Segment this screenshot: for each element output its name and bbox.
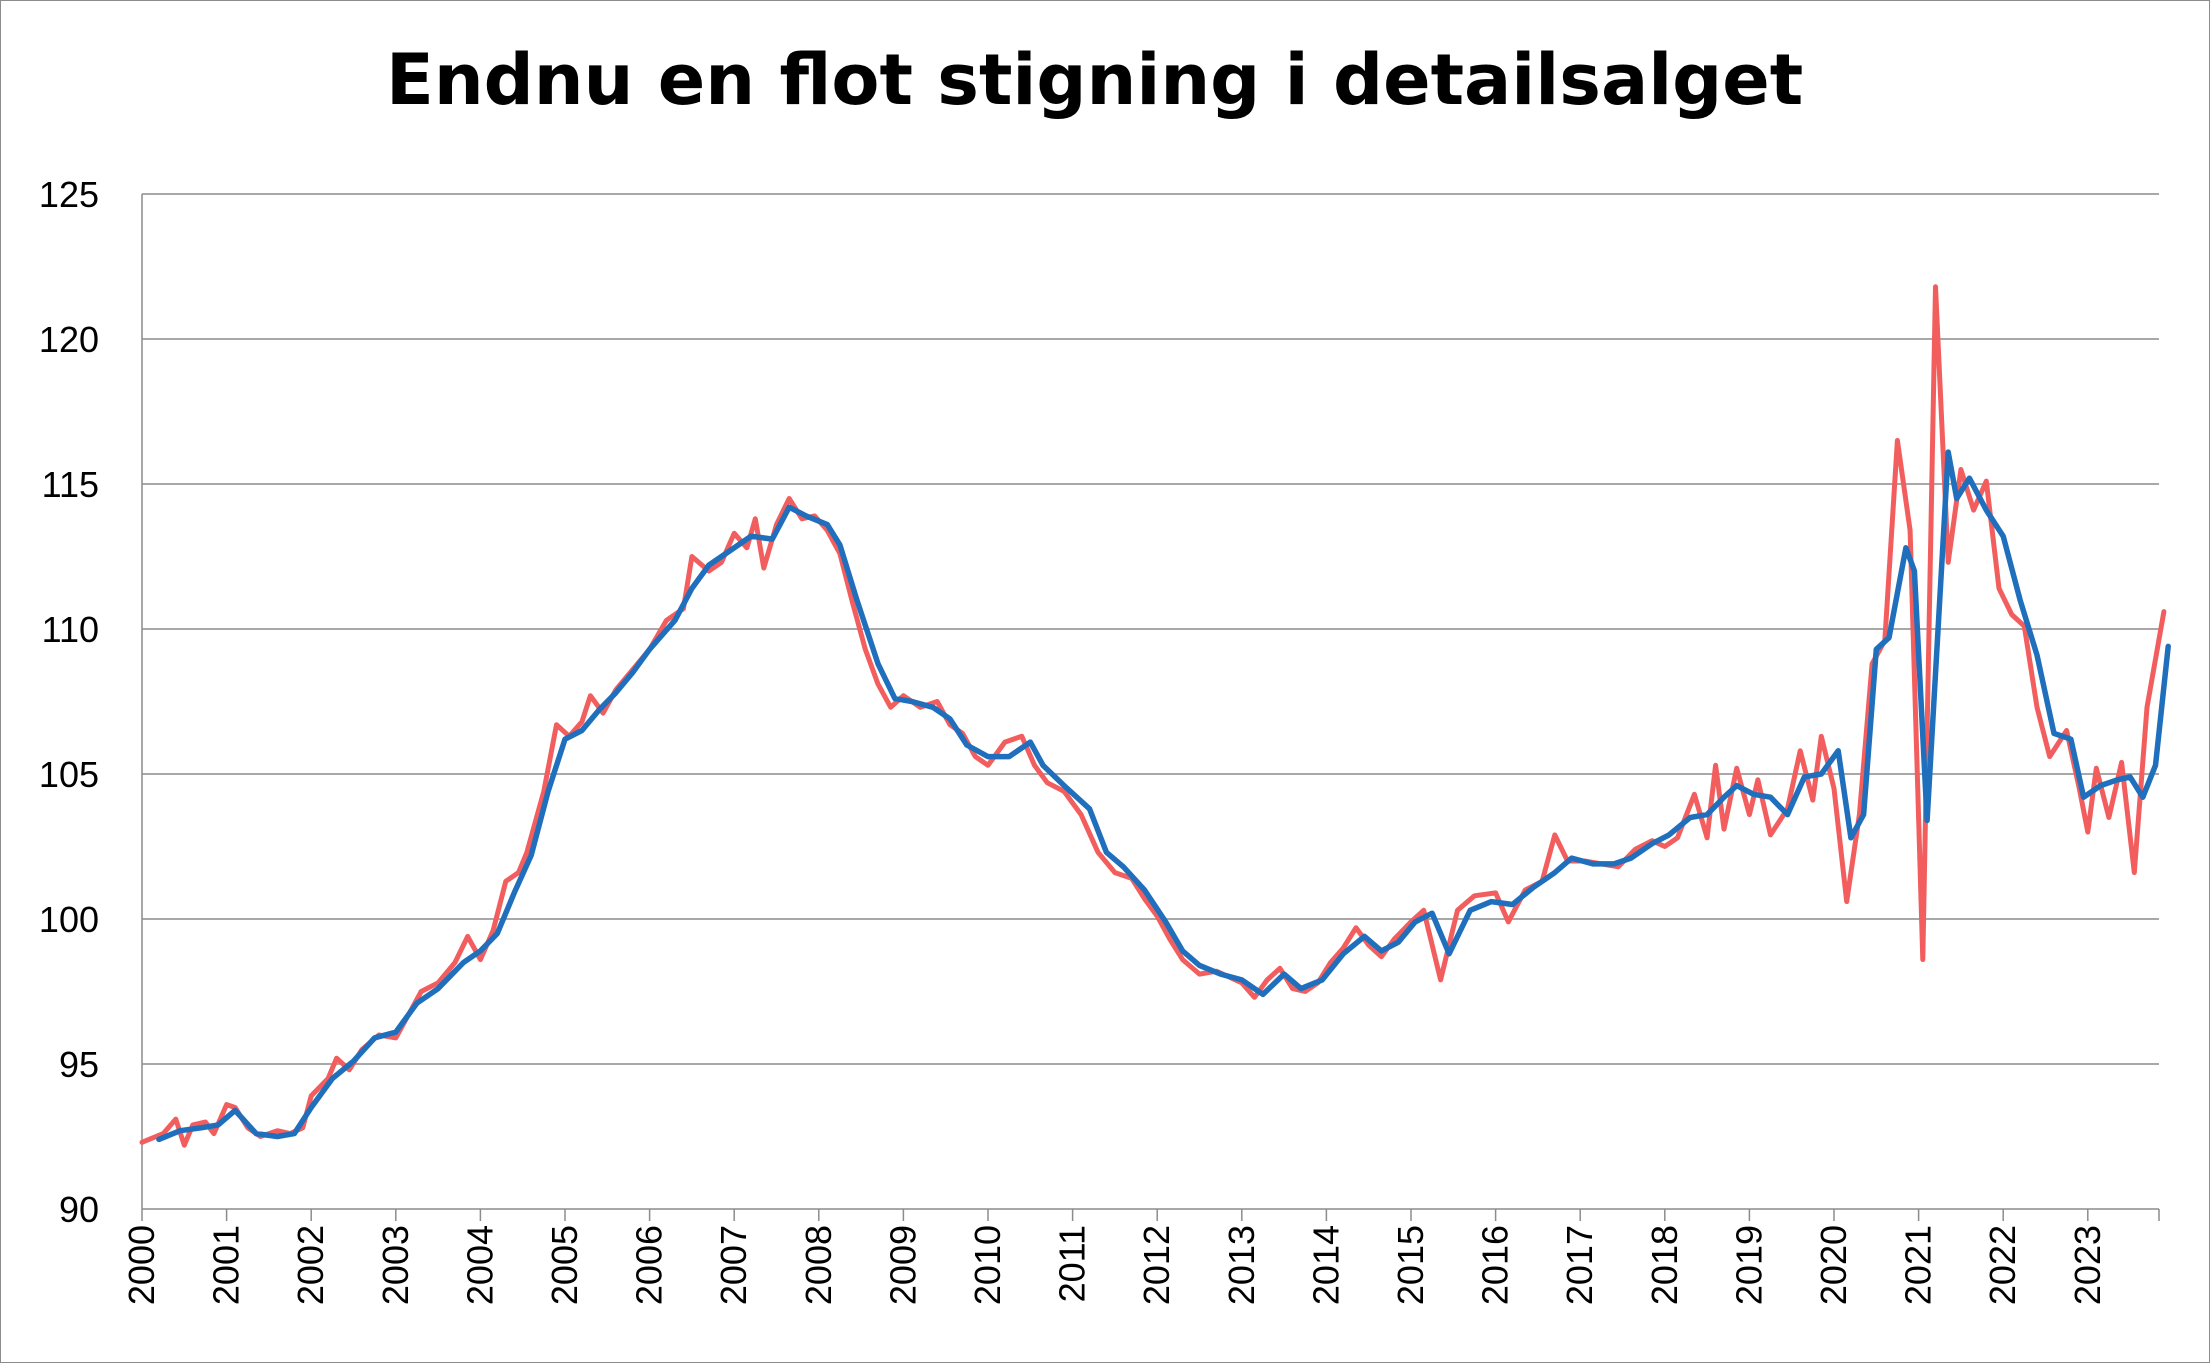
- x-tick-label: 2013: [1221, 1225, 1262, 1305]
- x-tick-label: 2012: [1136, 1225, 1177, 1305]
- x-tick-label: 2022: [1982, 1225, 2023, 1305]
- series-line-monthly: [139, 284, 2167, 1148]
- y-tick-label: 90: [59, 1189, 99, 1230]
- x-tick-label: 2001: [206, 1225, 247, 1305]
- x-tick-label: 2016: [1475, 1225, 1516, 1305]
- series-lines: [139, 284, 2171, 1148]
- x-tick-label: 2002: [290, 1225, 331, 1305]
- y-tick-label: 100: [39, 899, 99, 940]
- chart-title: Endnu en flot stigning i detailsalget: [386, 39, 1804, 121]
- axes: [141, 194, 2160, 1221]
- x-tick-label: 2008: [798, 1225, 839, 1305]
- x-tick-label: 2021: [1898, 1225, 1939, 1305]
- x-tick-label: 2000: [121, 1225, 162, 1305]
- x-tick-label: 2017: [1559, 1225, 1600, 1305]
- y-tick-label: 120: [39, 319, 99, 360]
- series-line-smoothed: [156, 449, 2171, 1143]
- y-tick-label: 105: [39, 754, 99, 795]
- y-tick-label: 115: [42, 464, 99, 505]
- x-tick-label: 2003: [375, 1225, 416, 1305]
- x-tick-label: 2006: [629, 1225, 670, 1305]
- gridlines: [142, 193, 2159, 1065]
- x-tick-label: 2014: [1305, 1225, 1346, 1305]
- x-tick-label: 2009: [882, 1225, 923, 1305]
- x-tick-label: 2011: [1052, 1225, 1093, 1302]
- y-tick-label: 125: [39, 174, 99, 215]
- x-axis-ticks: 2000 2001 2002 2003 2004 2005 2006 2007 2008 2009…: [121, 1225, 2108, 1305]
- x-tick-label: 2018: [1644, 1225, 1685, 1305]
- x-tick-label: 2020: [1813, 1225, 1854, 1305]
- x-tick-label: 2004: [459, 1225, 500, 1305]
- x-tick-label: 2015: [1390, 1225, 1431, 1305]
- x-tick-label: 2019: [1728, 1225, 1769, 1305]
- y-tick-label: 95: [59, 1044, 99, 1085]
- y-axis-ticks: 90 95 100 105 110 115 120 125: [39, 174, 99, 1230]
- x-tick-label: 2005: [544, 1225, 585, 1305]
- y-tick-label: 110: [42, 609, 99, 650]
- x-tick-label: 2023: [2067, 1225, 2108, 1305]
- x-tick-label: 2007: [713, 1225, 754, 1305]
- x-tick-label: 2010: [967, 1225, 1008, 1305]
